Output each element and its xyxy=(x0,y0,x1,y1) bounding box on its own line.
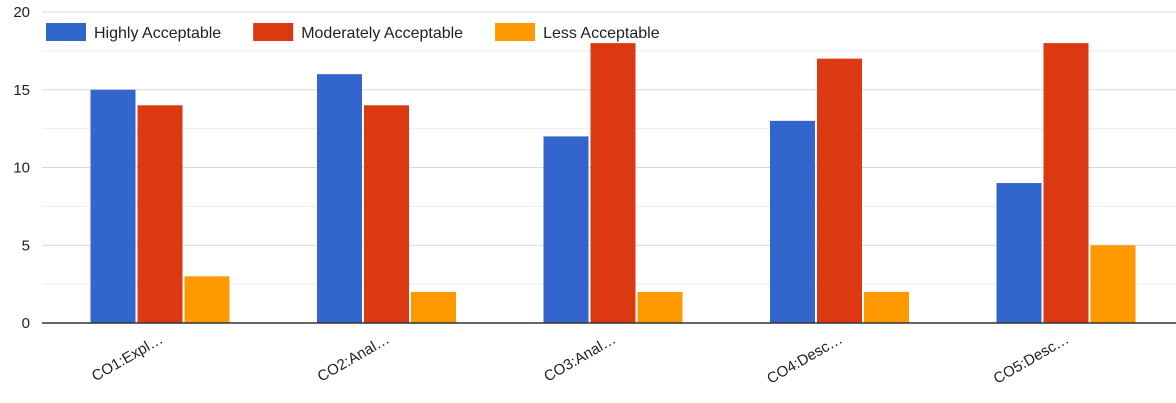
x-tick-label: CO4:Desc… xyxy=(764,331,845,388)
bar-less-acceptable-2[interactable] xyxy=(411,291,456,323)
legend-swatch xyxy=(46,23,86,41)
bar-less-acceptable-5[interactable] xyxy=(1090,245,1136,323)
bar-less-acceptable-4[interactable] xyxy=(864,291,909,323)
bar-highly-acceptable-5[interactable] xyxy=(996,183,1042,323)
legend-label: Highly Acceptable xyxy=(94,25,221,42)
y-tick-label: 5 xyxy=(22,237,30,254)
bar-highly-acceptable-3[interactable] xyxy=(543,136,589,323)
legend-swatch xyxy=(495,23,536,41)
bar-moderately-acceptable-3[interactable] xyxy=(590,43,636,323)
bar-less-acceptable-1[interactable] xyxy=(184,276,230,323)
bar-moderately-acceptable-1[interactable] xyxy=(137,105,183,323)
legend-label: Less Acceptable xyxy=(543,25,660,42)
bar-less-acceptable-3[interactable] xyxy=(637,291,683,323)
legend-swatch xyxy=(253,23,294,41)
bar-moderately-acceptable-2[interactable] xyxy=(364,105,409,323)
x-tick-label: CO2:Anal… xyxy=(315,331,393,386)
legend[interactable]: Highly Acceptable Moderately Acceptable Le… xyxy=(46,23,660,42)
bars xyxy=(90,43,1136,324)
y-tick-label: 0 xyxy=(22,315,30,332)
bar-moderately-acceptable-5[interactable] xyxy=(1043,43,1089,323)
legend-label: Moderately Acceptable xyxy=(301,25,463,42)
bar-highly-acceptable-1[interactable] xyxy=(90,89,136,323)
x-tick-label: CO5:Desc… xyxy=(991,331,1072,388)
x-axis-labels: CO1:Expl… CO2:Anal… CO3:Anal… CO4:Desc… CO5:… xyxy=(89,331,1072,388)
y-tick-label: 15 xyxy=(13,82,30,99)
bar-moderately-acceptable-4[interactable] xyxy=(817,58,862,324)
bar-highly-acceptable-4[interactable] xyxy=(770,120,815,323)
bar-highly-acceptable-2[interactable] xyxy=(317,74,362,323)
y-tick-label: 20 xyxy=(13,4,30,21)
y-axis-ticks: 0 5 10 15 20 xyxy=(13,4,30,332)
y-tick-label: 10 xyxy=(13,160,30,177)
x-tick-label: CO3:Anal… xyxy=(541,331,619,386)
x-tick-label: CO1:Expl… xyxy=(89,331,166,385)
